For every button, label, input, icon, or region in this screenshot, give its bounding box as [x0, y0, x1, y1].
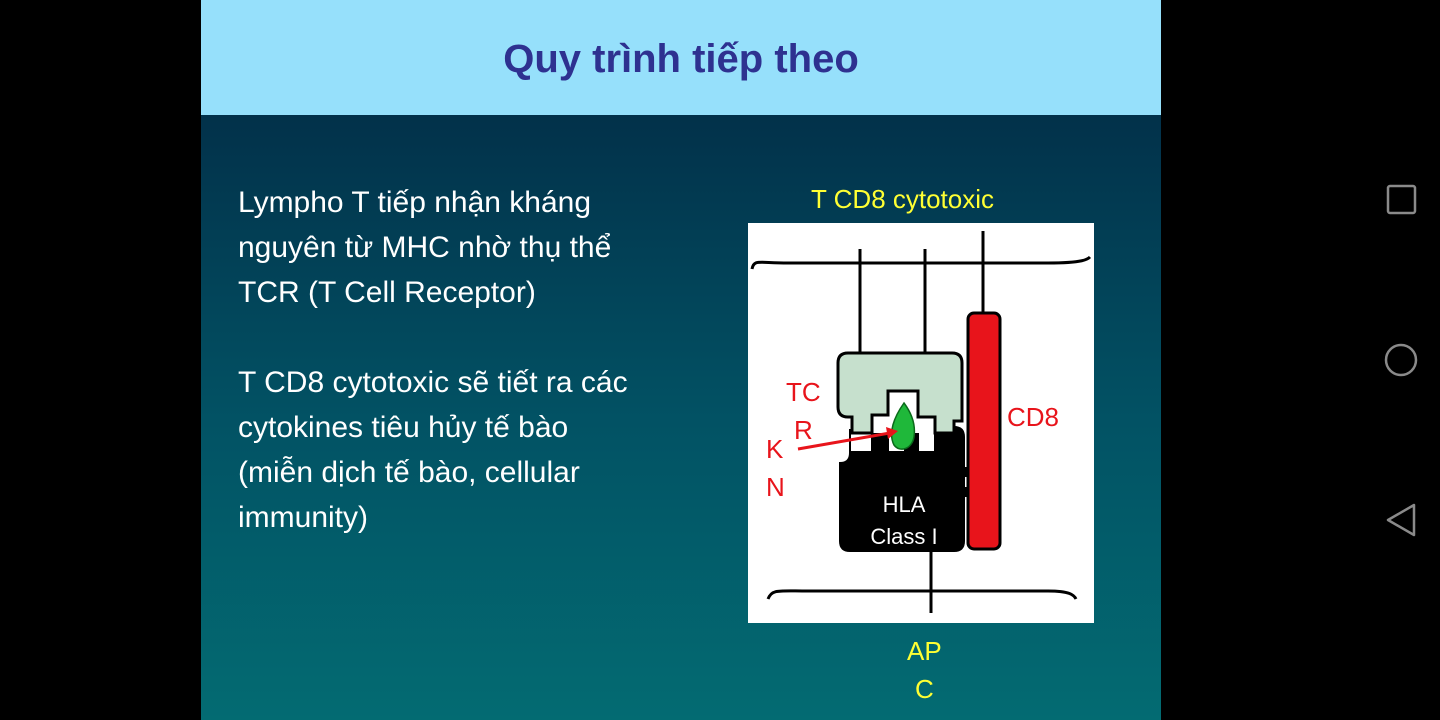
circle-icon: [1384, 343, 1418, 377]
kn-label-line: N: [766, 472, 785, 502]
arrow-head: [886, 427, 898, 439]
paragraph-line: T CD8 cytotoxic sẽ tiết ra các: [238, 366, 628, 399]
paragraph-line: immunity): [238, 501, 369, 534]
antigen-pointer-arrow: [797, 431, 891, 451]
triangle-back-icon: [1386, 503, 1416, 537]
paragraph-line: TCR (T Cell Receptor): [238, 276, 536, 309]
tcr-label-line: TC: [786, 377, 821, 407]
t-cell-membrane: [750, 255, 1092, 270]
square-icon: [1386, 184, 1417, 215]
apc-membrane: [766, 589, 1078, 600]
kn-label: K N: [766, 430, 785, 506]
paragraph-line: Lympho T tiếp nhận kháng: [238, 186, 592, 219]
diagram-top-caption: T CD8 cytotoxic: [811, 184, 995, 214]
hla-label: HLA Class I: [852, 489, 956, 553]
paragraph-line: (miễn dịch tế bào, cellular: [238, 456, 580, 489]
hla-class-i-molecule: [839, 426, 975, 552]
kn-label-line: K: [766, 434, 784, 464]
slide-header: Quy trình tiếp theo: [201, 0, 1161, 115]
hla-label-line: Class I: [870, 524, 938, 549]
cd8-label: CD8: [1007, 402, 1060, 432]
recent-apps-button[interactable]: [1381, 180, 1421, 220]
bottom-caption-line: C: [914, 674, 934, 704]
cd8-coreceptor: [966, 311, 1002, 551]
bottom-caption-line: AP: [907, 636, 942, 666]
hla-label-line: HLA: [882, 492, 926, 517]
paragraph-line: nguyên từ MHC nhờ thụ thể: [238, 231, 612, 264]
paragraph-line: cytokines tiêu hủy tế bào: [238, 411, 569, 444]
tcr-receptor: [836, 351, 964, 435]
immune-synapse-diagram: TC R K N CD8 HLA Class I: [748, 223, 1094, 623]
diagram-bottom-caption: AP C: [907, 632, 942, 708]
paragraph-tcr: Lympho T tiếp nhận kháng nguyên từ MHC n…: [238, 180, 698, 315]
paragraph-cd8: T CD8 cytotoxic sẽ tiết ra các cytokines…: [238, 360, 698, 540]
antigen-peptide: [890, 401, 916, 450]
slide-title: Quy trình tiếp theo: [503, 37, 859, 81]
presentation-slide: Quy trình tiếp theo Lympho T tiếp nhận k…: [201, 0, 1161, 720]
tcr-label-line: R: [794, 415, 813, 445]
home-button[interactable]: [1381, 340, 1421, 380]
tcr-label: TC R: [786, 373, 821, 449]
android-navigation-bar: [1161, 0, 1440, 720]
back-button[interactable]: [1381, 500, 1421, 540]
diagram-graphic: [750, 231, 1092, 613]
